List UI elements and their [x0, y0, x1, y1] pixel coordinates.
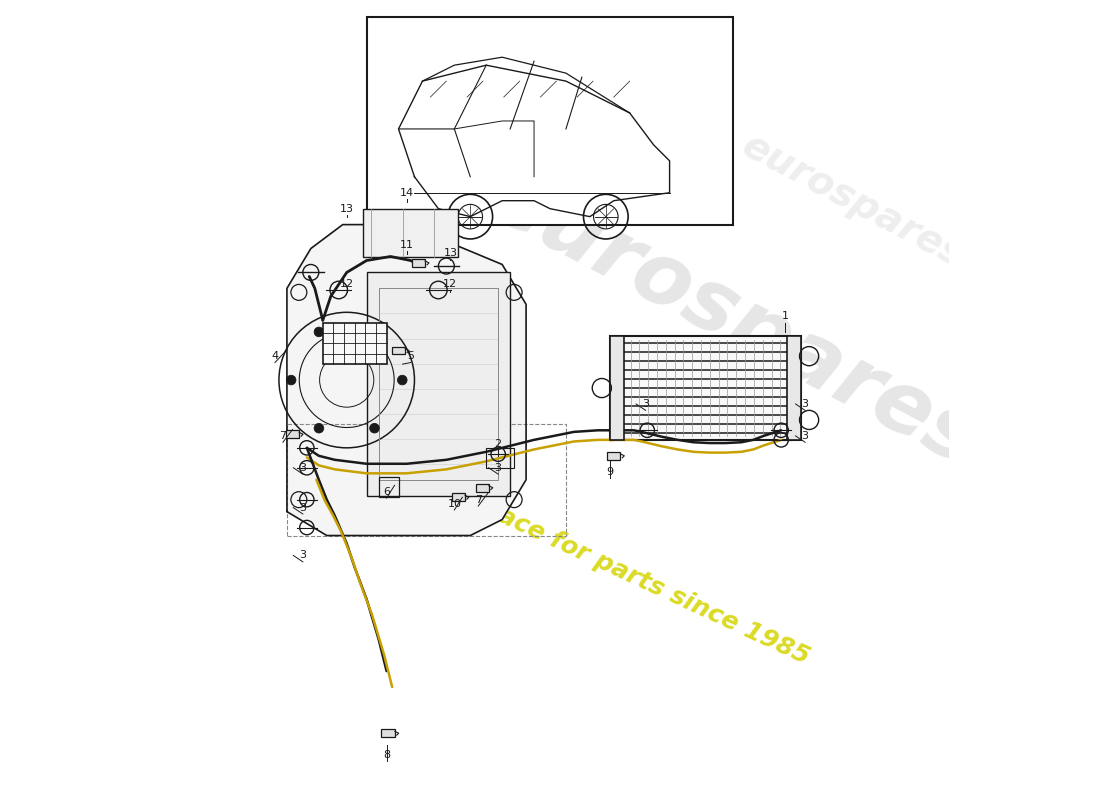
Bar	[475, 484, 488, 491]
Bar	[286, 430, 299, 438]
Text: a place for parts since 1985: a place for parts since 1985	[447, 482, 813, 670]
Circle shape	[397, 375, 407, 385]
Text: 3: 3	[299, 502, 307, 513]
Bar	[486, 448, 514, 468]
Text: 3: 3	[299, 462, 307, 473]
Bar	[378, 288, 498, 480]
Text: 3: 3	[299, 550, 307, 561]
Polygon shape	[287, 225, 526, 535]
Text: 11: 11	[399, 239, 414, 250]
Text: 13: 13	[443, 247, 458, 258]
Text: 7: 7	[279, 431, 286, 441]
Circle shape	[286, 375, 296, 385]
Text: 2: 2	[495, 439, 502, 449]
Bar	[378, 478, 398, 498]
Text: eurospares: eurospares	[736, 126, 970, 275]
Circle shape	[315, 327, 323, 337]
Bar	[786, 336, 801, 440]
Text: 3: 3	[642, 399, 649, 409]
Bar	[363, 209, 459, 257]
Circle shape	[370, 327, 379, 337]
Bar	[411, 259, 426, 266]
Text: 3: 3	[802, 431, 808, 441]
Text: 14: 14	[399, 188, 414, 198]
Bar	[609, 336, 801, 440]
Text: 8: 8	[383, 750, 390, 760]
Bar	[287, 424, 565, 535]
Bar	[366, 273, 510, 496]
Text: 9: 9	[606, 466, 614, 477]
Text: 4: 4	[272, 351, 278, 361]
Bar	[607, 452, 620, 460]
Bar	[382, 730, 395, 737]
Bar	[609, 336, 624, 440]
Text: 7: 7	[475, 494, 482, 505]
Text: 6: 6	[383, 486, 390, 497]
Text: eurospares: eurospares	[473, 156, 993, 485]
Text: 3: 3	[802, 399, 808, 409]
Text: 13: 13	[340, 204, 354, 214]
Bar	[452, 494, 465, 501]
Text: 3: 3	[495, 462, 502, 473]
Circle shape	[315, 423, 323, 433]
Bar	[322, 322, 386, 364]
Text: 5: 5	[407, 351, 414, 361]
Circle shape	[370, 423, 379, 433]
Text: 12: 12	[443, 279, 458, 290]
Text: 12: 12	[340, 279, 354, 290]
Text: 1: 1	[782, 311, 789, 322]
Bar	[366, 18, 734, 225]
Text: 10: 10	[448, 498, 461, 509]
Bar	[392, 346, 405, 354]
